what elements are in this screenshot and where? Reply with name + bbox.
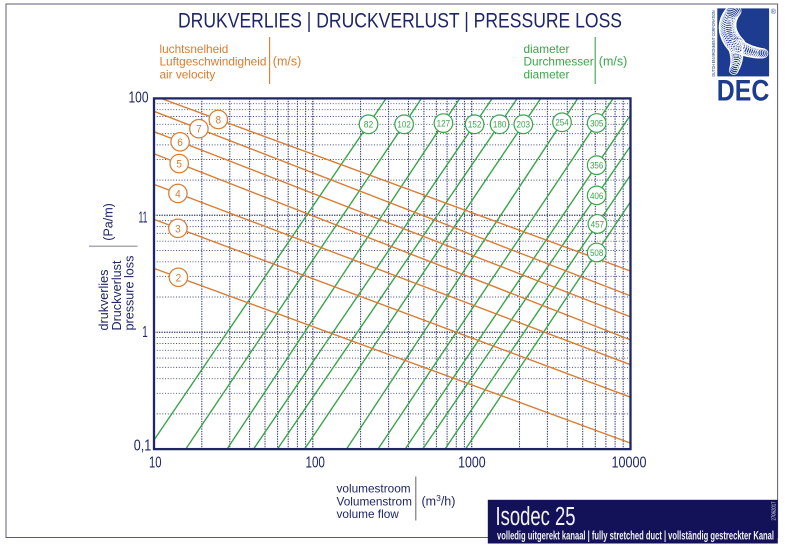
svg-text:305: 305 [590, 118, 604, 129]
svg-text:7: 7 [196, 124, 202, 136]
svg-text:drukverlies: drukverlies [97, 270, 111, 331]
svg-text:11: 11 [139, 210, 148, 227]
svg-text:diameter: diameter [524, 42, 570, 56]
svg-text:6: 6 [177, 137, 183, 149]
svg-text:127: 127 [437, 119, 451, 130]
svg-text:100: 100 [129, 90, 149, 107]
svg-text:Druckverlust: Druckverlust [110, 260, 124, 330]
svg-text:102: 102 [397, 120, 411, 131]
svg-text:pressure loss: pressure loss [123, 256, 137, 331]
svg-text:DRUKVERLIES | DRUCKVERLUST | P: DRUKVERLIES | DRUCKVERLUST | PRESSURE LO… [178, 9, 622, 33]
svg-text:406: 406 [590, 191, 604, 202]
svg-text:100: 100 [305, 455, 325, 472]
svg-text:volume flow: volume flow [337, 507, 400, 521]
svg-text:152: 152 [468, 120, 482, 131]
svg-text:DEC: DEC [717, 75, 770, 108]
svg-text:2: 2 [176, 272, 182, 284]
svg-text:10: 10 [149, 455, 162, 472]
svg-text:82: 82 [364, 120, 374, 131]
svg-text:1000: 1000 [458, 455, 486, 472]
svg-text:(Pa/m): (Pa/m) [102, 203, 116, 241]
svg-text:Luftgeschwindigheid: Luftgeschwindigheid [160, 55, 267, 69]
svg-text:(m/s): (m/s) [273, 55, 301, 69]
svg-text:air velocity: air velocity [160, 67, 216, 81]
svg-text:Isodec 25: Isodec 25 [496, 503, 576, 531]
svg-text:254: 254 [555, 118, 569, 129]
svg-text:27062017: 27062017 [772, 502, 778, 521]
svg-text:457: 457 [591, 219, 605, 230]
svg-text:180: 180 [493, 120, 507, 131]
svg-text:®: ® [771, 8, 777, 16]
svg-text:Durchmesser: Durchmesser [524, 55, 594, 69]
svg-text:volumestroom: volumestroom [337, 482, 411, 496]
svg-text:4: 4 [175, 188, 181, 200]
svg-text:(m/s): (m/s) [599, 55, 627, 69]
svg-text:508: 508 [590, 248, 604, 259]
svg-text:356: 356 [590, 161, 604, 172]
svg-text:8: 8 [216, 115, 222, 127]
svg-text:volledig uitgerekt kanaal | fu: volledig uitgerekt kanaal | fully stretc… [497, 529, 774, 543]
svg-text:5: 5 [176, 159, 182, 171]
svg-text:diameter: diameter [524, 67, 570, 81]
svg-text:1: 1 [142, 324, 148, 341]
svg-text:3: 3 [175, 223, 181, 235]
svg-text:10000: 10000 [612, 455, 647, 472]
svg-text:luchtsnelheid: luchtsnelheid [160, 42, 229, 56]
svg-text:(m3/h): (m3/h) [422, 493, 456, 509]
svg-text:Volumenstrom: Volumenstrom [337, 494, 413, 508]
svg-text:203: 203 [517, 120, 531, 131]
svg-text:DUTCH ENVIRONMENT CORPORATION: DUTCH ENVIRONMENT CORPORATION [711, 11, 716, 77]
svg-text:0,1: 0,1 [134, 438, 152, 455]
